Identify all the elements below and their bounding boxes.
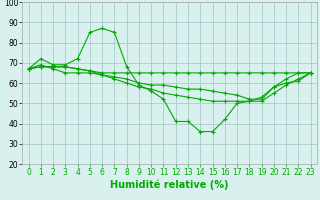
X-axis label: Humidité relative (%): Humidité relative (%) [110,180,229,190]
